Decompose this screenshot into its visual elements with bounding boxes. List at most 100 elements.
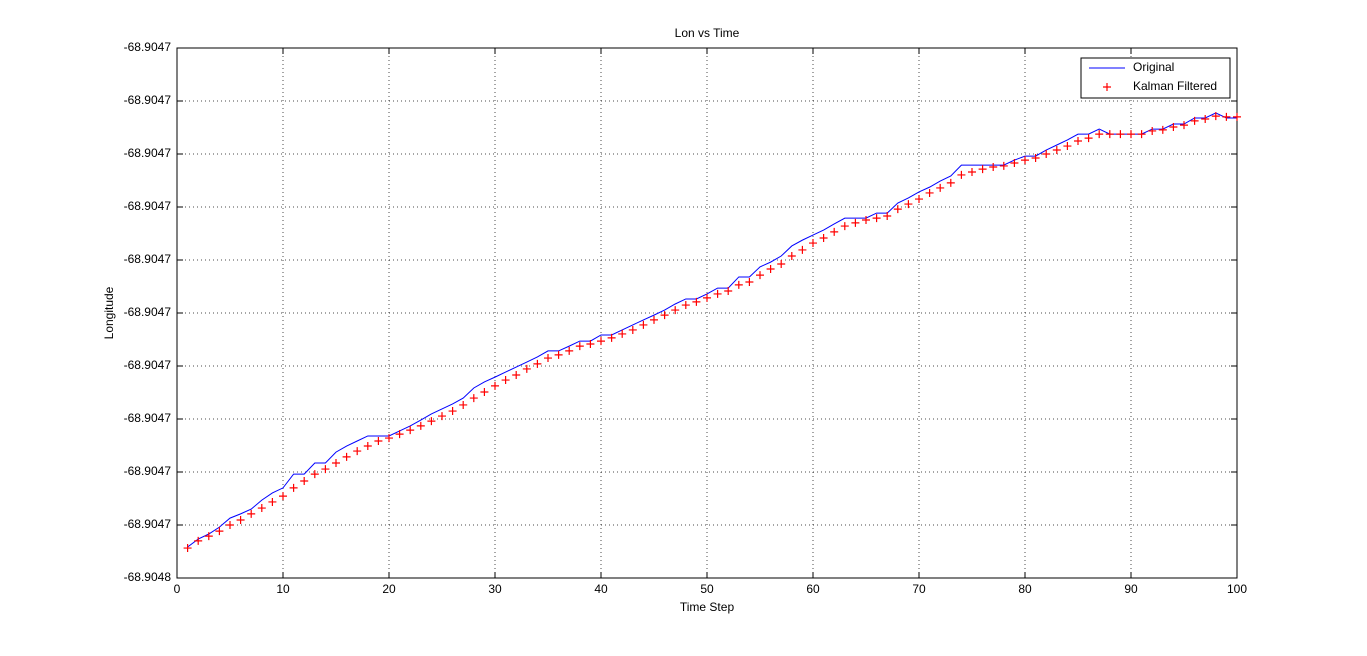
data-point <box>713 289 722 298</box>
data-point <box>522 364 531 373</box>
data-point <box>936 183 945 192</box>
data-point <box>448 407 457 416</box>
x-tick-label: 60 <box>806 582 820 596</box>
data-point <box>300 477 309 486</box>
data-line <box>187 112 1237 548</box>
data-point <box>883 212 892 221</box>
data-point <box>1180 121 1188 130</box>
data-point <box>279 492 287 501</box>
data-point <box>1201 115 1210 124</box>
data-point <box>724 287 733 296</box>
data-point <box>1021 156 1029 165</box>
data-point <box>1211 112 1220 121</box>
data-point <box>862 215 870 224</box>
x-tick-label: 70 <box>912 582 926 596</box>
data-point <box>893 205 902 214</box>
data-point <box>830 227 839 236</box>
data-point <box>628 325 637 334</box>
data-point <box>639 320 648 329</box>
y-tick-label: -68.9047 <box>124 305 172 319</box>
data-point <box>989 162 998 171</box>
data-point <box>703 293 711 302</box>
x-tick-label: 100 <box>1227 582 1247 596</box>
data-point <box>1084 134 1093 143</box>
data-point <box>607 333 616 342</box>
data-point <box>480 387 489 396</box>
data-point <box>978 165 987 174</box>
y-tick-label: -68.9047 <box>124 358 172 372</box>
data-point <box>554 350 563 359</box>
data-point <box>1105 130 1114 139</box>
data-point <box>353 447 362 456</box>
data-point <box>491 381 499 390</box>
data-point <box>363 442 372 451</box>
data-point <box>904 200 913 209</box>
y-tick-label: -68.9047 <box>124 146 172 160</box>
data-point <box>416 421 425 430</box>
data-point <box>946 178 955 187</box>
data-point <box>734 280 743 289</box>
y-axis-label: Longitude <box>102 286 116 339</box>
x-tick-label: 20 <box>382 582 396 596</box>
data-point <box>660 311 669 320</box>
legend-box <box>1080 57 1231 99</box>
data-point <box>565 346 574 355</box>
data-point <box>766 265 775 274</box>
data-point <box>183 544 192 553</box>
data-point <box>533 359 542 368</box>
data-point <box>289 483 298 492</box>
data-point <box>957 170 966 179</box>
data-point <box>1158 125 1167 134</box>
data-point <box>777 259 786 268</box>
data-point <box>787 252 796 261</box>
data-point <box>586 340 595 349</box>
data-point <box>374 436 383 445</box>
data-point <box>395 430 404 439</box>
y-tick-label: -68.9047 <box>124 199 172 213</box>
data-point <box>342 452 351 461</box>
data-point <box>385 434 393 443</box>
x-tick-label: 0 <box>174 582 181 596</box>
data-point <box>756 271 764 280</box>
data-point <box>872 214 881 223</box>
data-point <box>215 527 224 536</box>
data-point <box>692 297 701 306</box>
data-point <box>1010 159 1019 168</box>
y-tick-label: -68.9047 <box>124 252 172 266</box>
x-axis-label: Time Step <box>680 600 735 614</box>
data-point <box>999 161 1008 170</box>
data-point <box>650 315 658 324</box>
data-point <box>819 234 828 243</box>
x-tick-label: 10 <box>276 582 290 596</box>
data-point <box>469 394 478 403</box>
data-point <box>321 465 330 474</box>
data-point <box>204 532 213 541</box>
data-point <box>1031 153 1040 162</box>
x-tick-label: 90 <box>1124 582 1138 596</box>
x-tick-label: 40 <box>594 582 608 596</box>
data-point <box>575 342 584 351</box>
data-point <box>671 306 680 315</box>
y-tick-label: -68.9047 <box>124 411 172 425</box>
data-point <box>268 497 277 506</box>
data-point <box>681 301 690 310</box>
data-point <box>1190 116 1199 125</box>
axes-box <box>176 47 1238 579</box>
data-point <box>851 218 860 227</box>
data-point <box>1127 130 1135 139</box>
data-point <box>1052 146 1061 155</box>
data-point <box>310 470 319 479</box>
data-point <box>1148 126 1157 135</box>
data-point <box>544 354 552 363</box>
data-point <box>809 239 817 248</box>
data-point <box>427 417 436 426</box>
data-point <box>438 412 446 421</box>
data-point <box>1137 130 1146 139</box>
data-point <box>236 515 245 524</box>
x-tick-label: 80 <box>1018 582 1032 596</box>
data-point <box>745 277 754 286</box>
x-tick-label: 50 <box>700 582 714 596</box>
data-point <box>1169 122 1178 131</box>
data-point <box>925 188 934 197</box>
